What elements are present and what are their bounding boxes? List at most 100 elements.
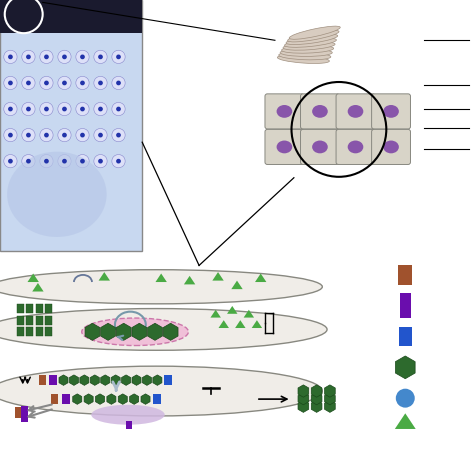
Circle shape (116, 159, 121, 164)
Polygon shape (121, 375, 131, 385)
Polygon shape (100, 323, 116, 340)
Ellipse shape (0, 366, 322, 416)
Ellipse shape (276, 141, 292, 154)
FancyBboxPatch shape (301, 94, 339, 129)
Circle shape (396, 389, 415, 408)
Circle shape (44, 55, 49, 59)
Ellipse shape (91, 405, 165, 425)
Circle shape (40, 76, 53, 90)
FancyBboxPatch shape (45, 304, 52, 313)
FancyArrowPatch shape (113, 382, 119, 390)
Circle shape (44, 133, 49, 137)
Circle shape (44, 81, 49, 85)
Ellipse shape (347, 141, 363, 154)
Circle shape (58, 155, 71, 168)
Polygon shape (107, 394, 116, 404)
Polygon shape (212, 272, 224, 281)
FancyBboxPatch shape (36, 304, 43, 313)
Bar (0, 0, 142, 33)
Polygon shape (298, 385, 309, 397)
Circle shape (44, 159, 49, 164)
Polygon shape (132, 375, 141, 385)
Circle shape (58, 102, 71, 116)
Polygon shape (100, 375, 110, 385)
Polygon shape (255, 273, 266, 282)
Polygon shape (298, 400, 309, 412)
Ellipse shape (276, 105, 292, 118)
Ellipse shape (312, 105, 328, 118)
Polygon shape (85, 323, 100, 340)
Polygon shape (395, 413, 416, 429)
Ellipse shape (0, 309, 327, 350)
Circle shape (8, 55, 13, 59)
Circle shape (80, 159, 85, 164)
FancyBboxPatch shape (26, 327, 33, 336)
Circle shape (112, 102, 125, 116)
FancyBboxPatch shape (36, 316, 43, 325)
Polygon shape (84, 394, 93, 404)
Ellipse shape (383, 141, 399, 154)
Polygon shape (235, 320, 246, 328)
Polygon shape (395, 356, 415, 379)
FancyBboxPatch shape (45, 316, 52, 325)
Ellipse shape (289, 26, 340, 39)
Circle shape (26, 107, 31, 111)
Circle shape (94, 155, 107, 168)
Ellipse shape (0, 270, 322, 304)
Polygon shape (252, 320, 262, 328)
Circle shape (8, 81, 13, 85)
FancyBboxPatch shape (153, 394, 161, 404)
FancyBboxPatch shape (336, 129, 375, 164)
Ellipse shape (283, 42, 335, 50)
FancyBboxPatch shape (399, 327, 412, 346)
Polygon shape (141, 394, 150, 404)
Circle shape (94, 50, 107, 64)
Circle shape (76, 128, 89, 142)
Bar (0, 0, 142, 251)
Polygon shape (95, 394, 105, 404)
Polygon shape (155, 273, 167, 282)
Circle shape (76, 76, 89, 90)
Circle shape (98, 55, 103, 59)
Polygon shape (184, 276, 195, 284)
Circle shape (94, 128, 107, 142)
Circle shape (8, 133, 13, 137)
FancyBboxPatch shape (21, 406, 28, 422)
FancyBboxPatch shape (62, 394, 70, 404)
Circle shape (58, 128, 71, 142)
Circle shape (62, 107, 67, 111)
Circle shape (8, 159, 13, 164)
Polygon shape (325, 400, 335, 412)
Polygon shape (27, 273, 39, 282)
Circle shape (112, 50, 125, 64)
Polygon shape (227, 306, 237, 314)
Polygon shape (118, 394, 128, 404)
Ellipse shape (280, 49, 332, 56)
Circle shape (116, 107, 121, 111)
Polygon shape (147, 323, 163, 340)
Circle shape (26, 55, 31, 59)
Circle shape (8, 107, 13, 111)
FancyBboxPatch shape (45, 327, 52, 336)
Ellipse shape (312, 141, 328, 154)
Circle shape (94, 102, 107, 116)
Polygon shape (325, 392, 335, 405)
FancyBboxPatch shape (301, 129, 339, 164)
Circle shape (112, 128, 125, 142)
Polygon shape (69, 375, 79, 385)
Ellipse shape (82, 318, 188, 346)
FancyBboxPatch shape (372, 94, 410, 129)
FancyBboxPatch shape (400, 293, 411, 318)
Circle shape (80, 55, 85, 59)
Circle shape (4, 128, 17, 142)
Polygon shape (129, 394, 139, 404)
Circle shape (22, 76, 35, 90)
Circle shape (4, 76, 17, 90)
Circle shape (94, 76, 107, 90)
Circle shape (58, 50, 71, 64)
Polygon shape (80, 375, 89, 385)
FancyBboxPatch shape (17, 327, 24, 336)
Ellipse shape (284, 38, 337, 47)
FancyBboxPatch shape (126, 421, 132, 429)
Circle shape (112, 76, 125, 90)
